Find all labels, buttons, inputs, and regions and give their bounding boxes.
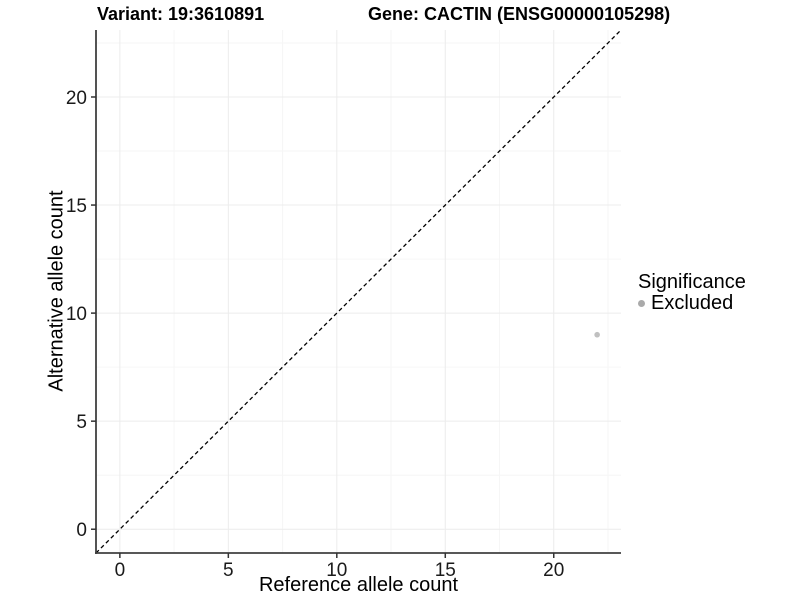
variant-title: Variant: 19:3610891 [97, 4, 265, 24]
gene-title: Gene: CACTIN (ENSG00000105298) [368, 4, 671, 24]
y-tick-label: 10 [66, 304, 87, 325]
x-tick-label: 0 [115, 560, 126, 581]
x-tick-label: 5 [223, 560, 234, 581]
legend-label: Excluded [651, 292, 734, 314]
y-tick-label: 15 [66, 196, 87, 217]
legend-item-excluded: Excluded [638, 293, 746, 314]
x-tick-label: 20 [543, 560, 564, 581]
x-tick-label: 15 [435, 560, 456, 581]
identity-reference-line [95, 29, 622, 554]
legend-title: Significance [638, 271, 746, 293]
y-tick-label: 20 [66, 88, 87, 109]
x-tick-label: 10 [326, 560, 347, 581]
significance-legend: Significance Excluded [638, 272, 746, 314]
y-tick-label: 0 [76, 520, 87, 541]
y-tick-label: 5 [76, 412, 87, 433]
x-axis-title: Reference allele count [258, 574, 458, 596]
excluded-point-icon [638, 300, 645, 307]
data-point [594, 331, 600, 338]
y-axis-title: Alternative allele count [45, 190, 68, 392]
